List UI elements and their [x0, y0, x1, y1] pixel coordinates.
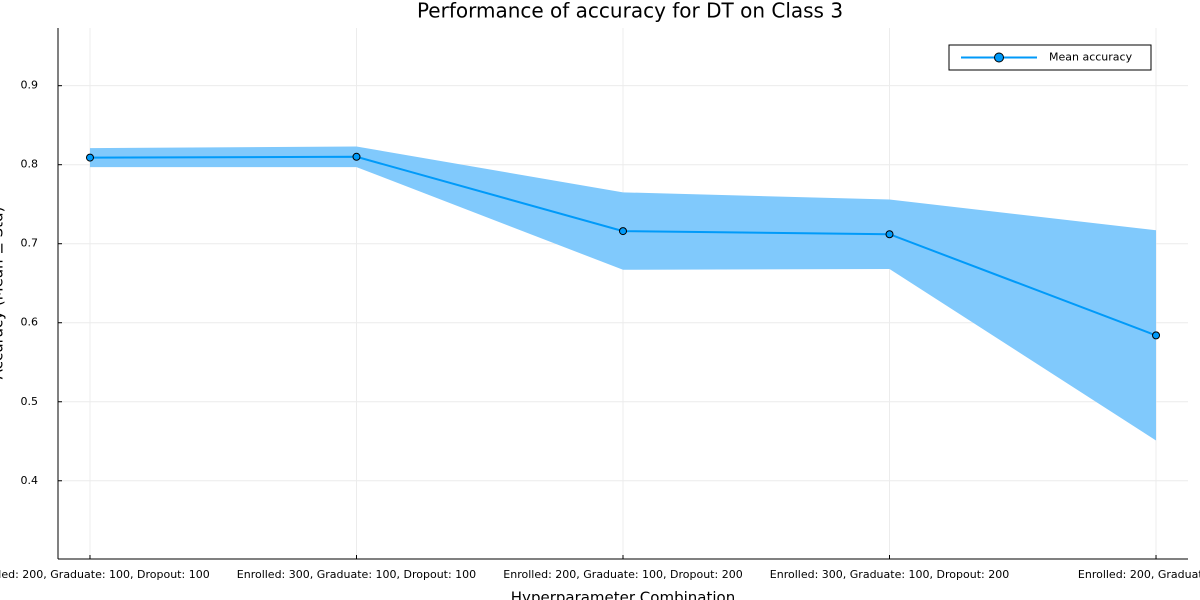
y-tick-label: 0.4: [21, 474, 39, 487]
marker: [352, 152, 361, 161]
y-tick-label: 0.8: [21, 158, 39, 171]
chart-title: Performance of accuracy for DT on Class …: [417, 0, 843, 23]
x-tick-label: Enrolled: 300, Graduate: 100, Dropout: 1…: [237, 568, 476, 581]
y-tick-label: 0.7: [21, 237, 39, 250]
legend-label: Mean accuracy: [1049, 51, 1133, 64]
y-tick-label: 0.5: [21, 395, 39, 408]
error-band: [89, 146, 1157, 441]
marker: [1152, 331, 1161, 340]
marker: [619, 227, 627, 236]
y-tick-label: 0.6: [21, 316, 39, 329]
x-tick-label: Enrolled: 200, Graduate: 50,: [1078, 568, 1200, 581]
x-tick-label: Enrolled: 300, Graduate: 100, Dropout: 2…: [770, 568, 1009, 581]
marker: [885, 230, 894, 239]
legend-marker: [994, 52, 1004, 63]
marker: [85, 153, 94, 162]
y-tick-label: 0.9: [21, 79, 39, 92]
x-axis-label: Hyperparameter Combination: [511, 589, 735, 600]
y-axis-label: Accuracy (Mean ± Std): [0, 207, 7, 380]
x-tick-label: Enrolled: 200, Graduate: 100, Dropout: 1…: [0, 568, 210, 581]
x-tick-label: Enrolled: 200, Graduate: 100, Dropout: 2…: [503, 568, 742, 581]
